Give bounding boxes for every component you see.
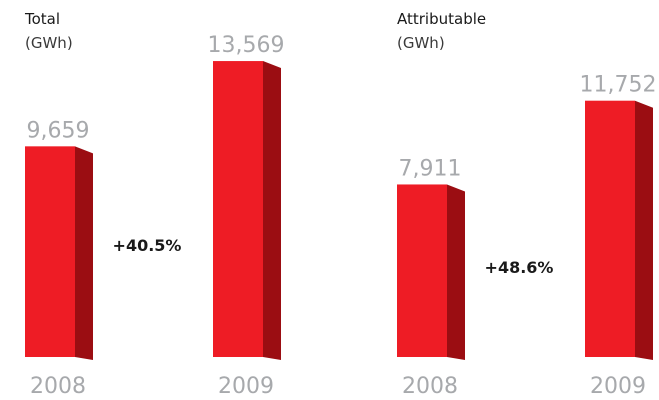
total-value-label-2008: 9,659	[27, 118, 90, 143]
total-bar-2008-front	[25, 146, 75, 357]
attributable-chart-panel: Attributable (GWh) 7,911 2008 11,752 200…	[397, 10, 656, 399]
attributable-bar-2008	[397, 184, 465, 360]
total-value-label-2009: 13,569	[208, 33, 285, 58]
total-bar-2009-side	[263, 61, 281, 360]
attributable-chart-title: Attributable	[397, 10, 486, 28]
total-chart-panel: Total (GWh) 9,659 2008 13,569 2009 +40.5…	[24, 10, 284, 399]
attributable-category-label-2008: 2008	[402, 374, 458, 399]
total-bar-2009	[213, 61, 281, 360]
attributable-value-label-2008: 7,911	[399, 156, 462, 181]
attributable-bar-2009	[585, 100, 653, 361]
attributable-bar-2008-side	[447, 184, 465, 360]
total-change-label: +40.5%	[113, 236, 182, 255]
total-chart-unit: (GWh)	[25, 34, 73, 52]
attributable-category-label-2009: 2009	[590, 374, 646, 399]
attributable-chart-unit: (GWh)	[397, 34, 445, 52]
total-bar-2009-front	[213, 61, 263, 357]
attributable-bar-2009-front	[585, 100, 635, 358]
attributable-change-label: +48.6%	[485, 258, 554, 277]
total-category-label-2009: 2009	[218, 374, 274, 399]
attributable-bar-2009-side	[635, 100, 653, 361]
attributable-value-label-2009: 11,752	[580, 73, 657, 98]
total-chart-title: Total	[24, 10, 60, 28]
total-category-label-2008: 2008	[30, 374, 86, 399]
total-bar-2008	[25, 146, 93, 360]
total-bar-2008-side	[75, 146, 93, 360]
attributable-bar-2008-front	[397, 184, 447, 357]
